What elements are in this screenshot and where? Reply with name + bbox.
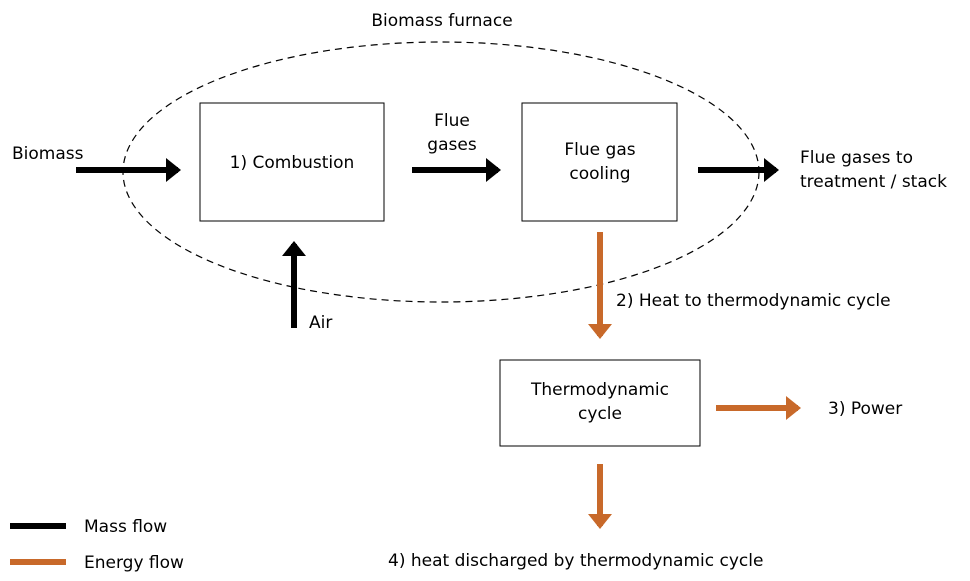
flow-label: 2) Heat to thermodynamic cycle [616,291,891,311]
flow-label: 3) Power [828,399,902,419]
legend-label: Energy flow [84,553,184,573]
cycle-box [499,359,701,447]
flow-label: Air [309,313,332,333]
legend-label: Mass flow [84,517,167,537]
node-label: 1) Combustion [230,153,355,173]
flow-label: Biomass [12,144,84,164]
furnace-label: Biomass furnace [371,11,512,31]
flow-label: 4) heat discharged by thermodynamic cycl… [388,551,763,571]
flow-label: Flue gases to treatment / stack [800,148,947,192]
combustion-box [199,102,385,222]
flow-label: Flue gases [427,111,477,155]
node-label: Flue gas cooling [564,140,635,184]
cooling-box [521,102,678,222]
node-label: Thermodynamic cycle [530,380,669,424]
